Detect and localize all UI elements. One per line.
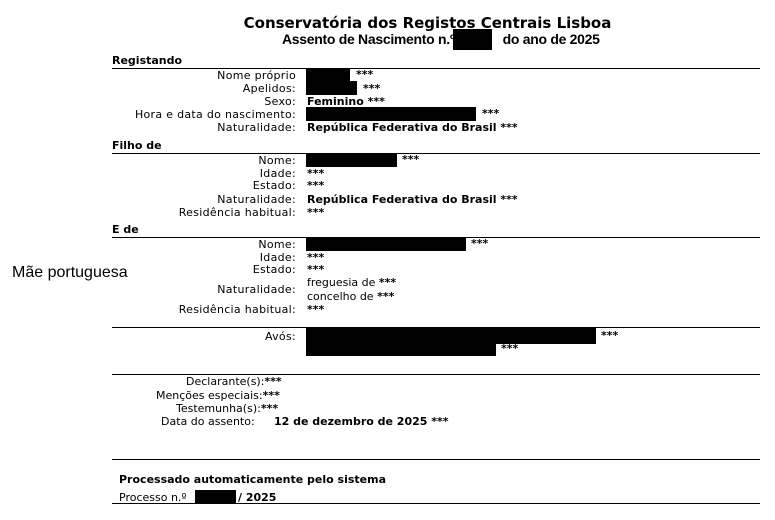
mask: *** (356, 68, 374, 81)
label-estado: Estado: (252, 179, 296, 192)
redaction-box (306, 68, 350, 81)
mask: *** (471, 237, 489, 250)
mask: *** (260, 402, 279, 415)
subtitle-prefix: Assento de Nascimento n.º (282, 31, 455, 47)
side-note: Mãe portuguesa (12, 264, 128, 281)
section-filho-de: Filho de (112, 139, 162, 152)
naturalidade: República Federativa do Brasil (307, 121, 497, 134)
mask: *** (264, 375, 282, 388)
value-freguesia: freguesia de *** (307, 276, 396, 289)
label-naturalidade: Naturalidade: (217, 193, 296, 206)
mask: *** (367, 95, 385, 108)
value-naturalidade: República Federativa do Brasil *** (307, 193, 518, 206)
redaction-box (306, 344, 496, 356)
concelho: concelho de (307, 290, 374, 303)
label-residencia: Residência habitual: (178, 303, 296, 316)
testemunha: Testemunha(s):*** (176, 402, 278, 415)
redaction-box (306, 153, 397, 167)
mask: *** (378, 276, 397, 289)
mask: *** (262, 389, 280, 402)
label-nome-proprio: Nome próprio (217, 69, 296, 82)
section-e-de: E de (112, 223, 139, 236)
mask: *** (307, 206, 325, 219)
naturalidade: República Federativa do Brasil (307, 193, 497, 206)
label-naturalidade: Naturalidade: (217, 121, 296, 134)
label-residencia: Residência habitual: (178, 206, 296, 219)
label-testemunha: Testemunha(s): (176, 402, 261, 415)
processo-year: / 2025 (238, 491, 277, 504)
value-naturalidade: República Federativa do Brasil *** (307, 121, 518, 134)
redaction-box (195, 490, 236, 504)
mask: *** (307, 179, 325, 192)
document-title: Conservatória dos Registos Centrais Lisb… (243, 14, 612, 32)
mask: *** (482, 107, 500, 120)
label-idade: Idade: (259, 167, 296, 180)
value-concelho: concelho de *** (307, 290, 394, 303)
label-nome: Nome: (258, 154, 296, 167)
mask: *** (307, 263, 325, 276)
mask: *** (500, 193, 518, 206)
mask: *** (402, 153, 420, 166)
mask: *** (431, 415, 449, 428)
redaction-box (306, 328, 596, 344)
redaction-box (306, 237, 466, 251)
divider (112, 374, 760, 375)
mask: *** (377, 290, 395, 303)
label-idade: Idade: (259, 251, 296, 264)
label-nome: Nome: (258, 238, 296, 251)
value-sexo: Feminino *** (307, 95, 385, 108)
mask: *** (363, 82, 381, 95)
declarante: Declarante(s):*** (186, 375, 282, 388)
processado-note: Processado automaticamente pelo sistema (119, 473, 386, 486)
mask: *** (307, 251, 325, 264)
label-estado: Estado: (252, 263, 296, 276)
divider (112, 327, 760, 328)
divider (112, 459, 760, 460)
label-hora-data: Hora e data do nascimento: (134, 108, 296, 121)
divider (112, 153, 760, 154)
mask: *** (501, 342, 519, 355)
mask: *** (500, 121, 518, 134)
processo-label: Processo n.º (119, 491, 187, 504)
mask: *** (307, 303, 325, 316)
data-assento: 12 de dezembro de 2025 (274, 415, 428, 428)
value-data-assento: 12 de dezembro de 2025 *** (274, 415, 449, 428)
redaction-box (453, 29, 492, 50)
label-declarante: Declarante(s): (186, 375, 265, 388)
label-data-assento: Data do assento: (161, 415, 255, 428)
mask: *** (307, 167, 325, 180)
redaction-box (306, 81, 357, 95)
label-mencoes: Menções especiais: (156, 389, 263, 402)
divider (112, 68, 760, 69)
mencoes: Menções especiais:*** (156, 389, 280, 402)
redaction-box (306, 107, 476, 121)
divider (112, 503, 760, 504)
label-apelidos: Apelidos: (242, 82, 296, 95)
label-naturalidade: Naturalidade: (217, 283, 296, 296)
document-subtitle: Assento de Nascimento n.º do ano de 2025 (282, 31, 600, 47)
label-avos: Avós: (264, 330, 296, 343)
mask: *** (601, 329, 619, 342)
label-sexo: Sexo: (264, 95, 296, 108)
freguesia: freguesia de (307, 276, 376, 289)
section-registando: Registando (112, 54, 183, 67)
subtitle-suffix: do ano de 2025 (502, 31, 600, 47)
sexo: Feminino (307, 95, 364, 108)
